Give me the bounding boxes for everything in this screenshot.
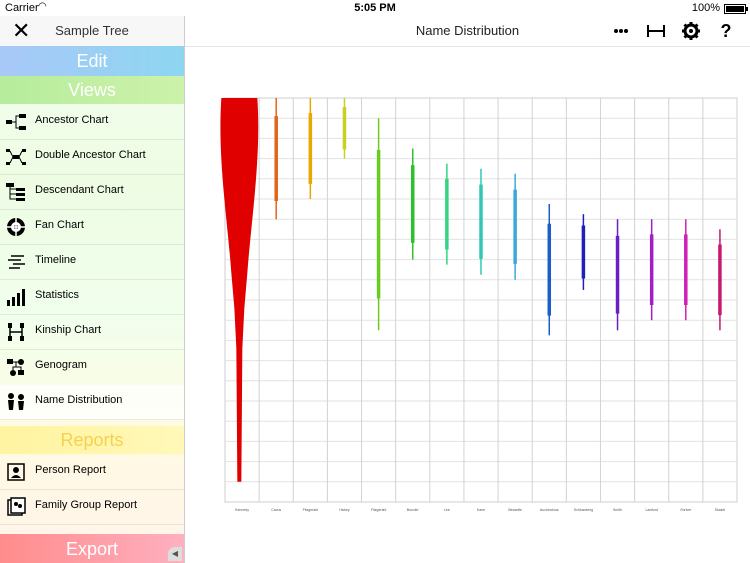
settings-icon[interactable] xyxy=(680,21,702,41)
chart-svg: Kennedy Cavus Fitzgerald Hickey Fitzgerald Bo… xyxy=(220,97,738,512)
column-label: Lawford xyxy=(645,508,658,512)
column-label: Auchincloss xyxy=(540,508,559,512)
fan-chart-icon xyxy=(6,217,26,237)
name-distribution-chart: Kennedy Cavus Fitzgerald Hickey Fitzgerald Bo… xyxy=(185,47,750,563)
column-label: Hickey xyxy=(339,508,350,512)
sidebar-item-fan-chart[interactable]: Fan Chart xyxy=(0,209,184,245)
main-header: Name Distribution ? xyxy=(185,16,750,47)
column-label: Skakel xyxy=(715,508,726,512)
help-icon[interactable]: ? xyxy=(720,21,732,41)
column-label: Lee xyxy=(444,508,450,512)
sidebar-item-genogram[interactable]: Genogram xyxy=(0,349,184,385)
sidebar-item-label: Name Distribution xyxy=(35,394,123,406)
column-label: Kane xyxy=(477,508,485,512)
genogram-icon xyxy=(6,357,26,377)
kinship-chart-icon xyxy=(6,322,26,342)
sidebar-item-label: Fan Chart xyxy=(35,219,84,231)
sidebar-item-label: Ancestor Chart xyxy=(35,114,109,126)
clock: 5:05 PM xyxy=(354,2,396,14)
timeline-icon xyxy=(6,252,26,272)
section-export[interactable]: Export xyxy=(0,534,184,563)
sidebar-header: ✕ Sample Tree xyxy=(0,16,184,46)
column-label: Fitzgerald xyxy=(303,508,318,512)
sidebar-item-statistics[interactable]: Statistics xyxy=(0,279,184,315)
sidebar-item-double-ancestor-chart[interactable]: Double Ancestor Chart xyxy=(0,139,184,175)
page-title: Name Distribution xyxy=(415,23,520,38)
column-label: Smith xyxy=(613,508,622,512)
column-label: Cavus xyxy=(271,508,281,512)
collapse-sidebar-icon[interactable]: ◀ xyxy=(168,547,182,561)
double-ancestor-chart-icon xyxy=(6,147,26,167)
family-group-report-icon xyxy=(6,497,26,517)
sidebar-item-kinship-chart[interactable]: Kinship Chart xyxy=(0,314,184,350)
person-report-icon xyxy=(6,462,26,482)
column-label: Shriver xyxy=(680,508,692,512)
sidebar-item-label: Timeline xyxy=(35,254,77,266)
sidebar-item-label: Statistics xyxy=(35,289,80,301)
descendant-chart-icon xyxy=(6,182,26,202)
statistics-icon xyxy=(6,287,26,307)
width-icon[interactable] xyxy=(645,21,667,41)
battery-percent: 100% xyxy=(691,2,720,14)
sidebar-item-label: Person Report xyxy=(35,464,106,476)
carrier-label: Carrier xyxy=(5,2,39,14)
sidebar-title: Sample Tree xyxy=(55,23,129,38)
column-label: Fitzgerald xyxy=(371,508,386,512)
sidebar-item-name-distribution[interactable]: Name Distribution xyxy=(0,384,184,420)
column-label: Kennedy xyxy=(235,508,249,512)
sidebar-item-label: Kinship Chart xyxy=(35,324,102,336)
column-label: Bessette xyxy=(508,508,522,512)
close-icon[interactable]: ✕ xyxy=(12,18,31,43)
sidebar-item-descendant-chart[interactable]: Descendant Chart xyxy=(0,174,184,210)
ancestor-chart-icon xyxy=(6,112,26,132)
wifi-icon: ◠ xyxy=(38,1,47,12)
section-reports[interactable]: Reports xyxy=(0,426,184,454)
status-bar: Carrier ◠ 5:05 PM 100% xyxy=(0,0,750,16)
more-icon[interactable] xyxy=(610,21,632,41)
sidebar-item-family-group-report[interactable]: Family Group Report xyxy=(0,489,184,525)
column-label: Bouvier xyxy=(407,508,420,512)
sidebar-item-label: Family Group Report xyxy=(35,499,138,511)
sidebar: ✕ Sample Tree Edit Views Ancestor Chart D… xyxy=(0,16,185,563)
column-label: Schlossberg xyxy=(574,508,593,512)
battery-icon xyxy=(724,4,748,14)
sidebar-item-label: Double Ancestor Chart xyxy=(35,149,146,161)
section-views[interactable]: Views xyxy=(0,76,184,104)
sidebar-item-person-report[interactable]: Person Report xyxy=(0,454,184,490)
section-edit[interactable]: Edit xyxy=(0,46,184,76)
sidebar-item-timeline[interactable]: Timeline xyxy=(0,244,184,280)
name-distribution-icon xyxy=(6,392,26,412)
sidebar-item-label: Genogram xyxy=(35,359,87,371)
sidebar-item-label: Descendant Chart xyxy=(35,184,124,196)
distribution-mark xyxy=(220,98,259,482)
sidebar-item-ancestor-chart[interactable]: Ancestor Chart xyxy=(0,104,184,140)
